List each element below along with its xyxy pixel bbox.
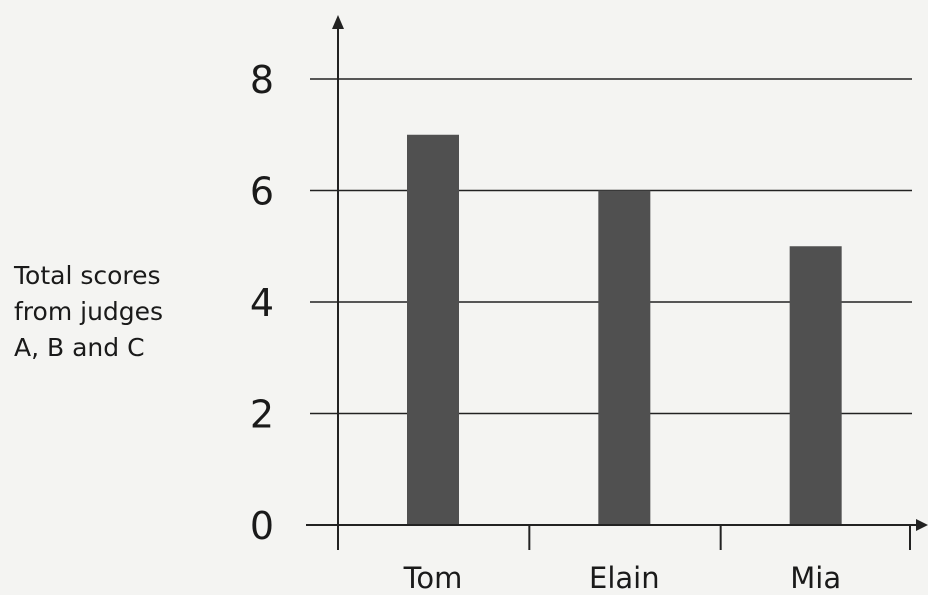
y-tick-labels: 0 2 4 6 8 [250, 58, 274, 548]
y-axis-label-line-3: A, B and C [14, 333, 145, 362]
x-axis-arrow [916, 519, 928, 531]
y-axis-arrow [332, 15, 344, 29]
y-tick-label: 2 [250, 393, 274, 437]
y-tick-label: 4 [250, 281, 274, 325]
y-tick-label: 8 [250, 58, 274, 102]
x-tick-label: Mia [790, 561, 841, 595]
x-tick-labels: Tom Elain Mia [403, 561, 841, 595]
y-axis-label-line-1: Total scores [14, 261, 161, 290]
bar-elain [598, 190, 651, 525]
x-tick-label: Elain [589, 561, 660, 595]
y-axis-label-line-2: from judges [14, 297, 164, 326]
bar-mia [789, 246, 842, 525]
y-axis-label: Total scores from judges A, B and C [14, 258, 204, 366]
bars [407, 134, 842, 525]
y-tick-label: 6 [250, 170, 274, 214]
axes [306, 15, 928, 550]
y-tick-label: 0 [250, 504, 274, 548]
x-tick-label: Tom [403, 561, 463, 595]
bar-tom [407, 134, 459, 525]
